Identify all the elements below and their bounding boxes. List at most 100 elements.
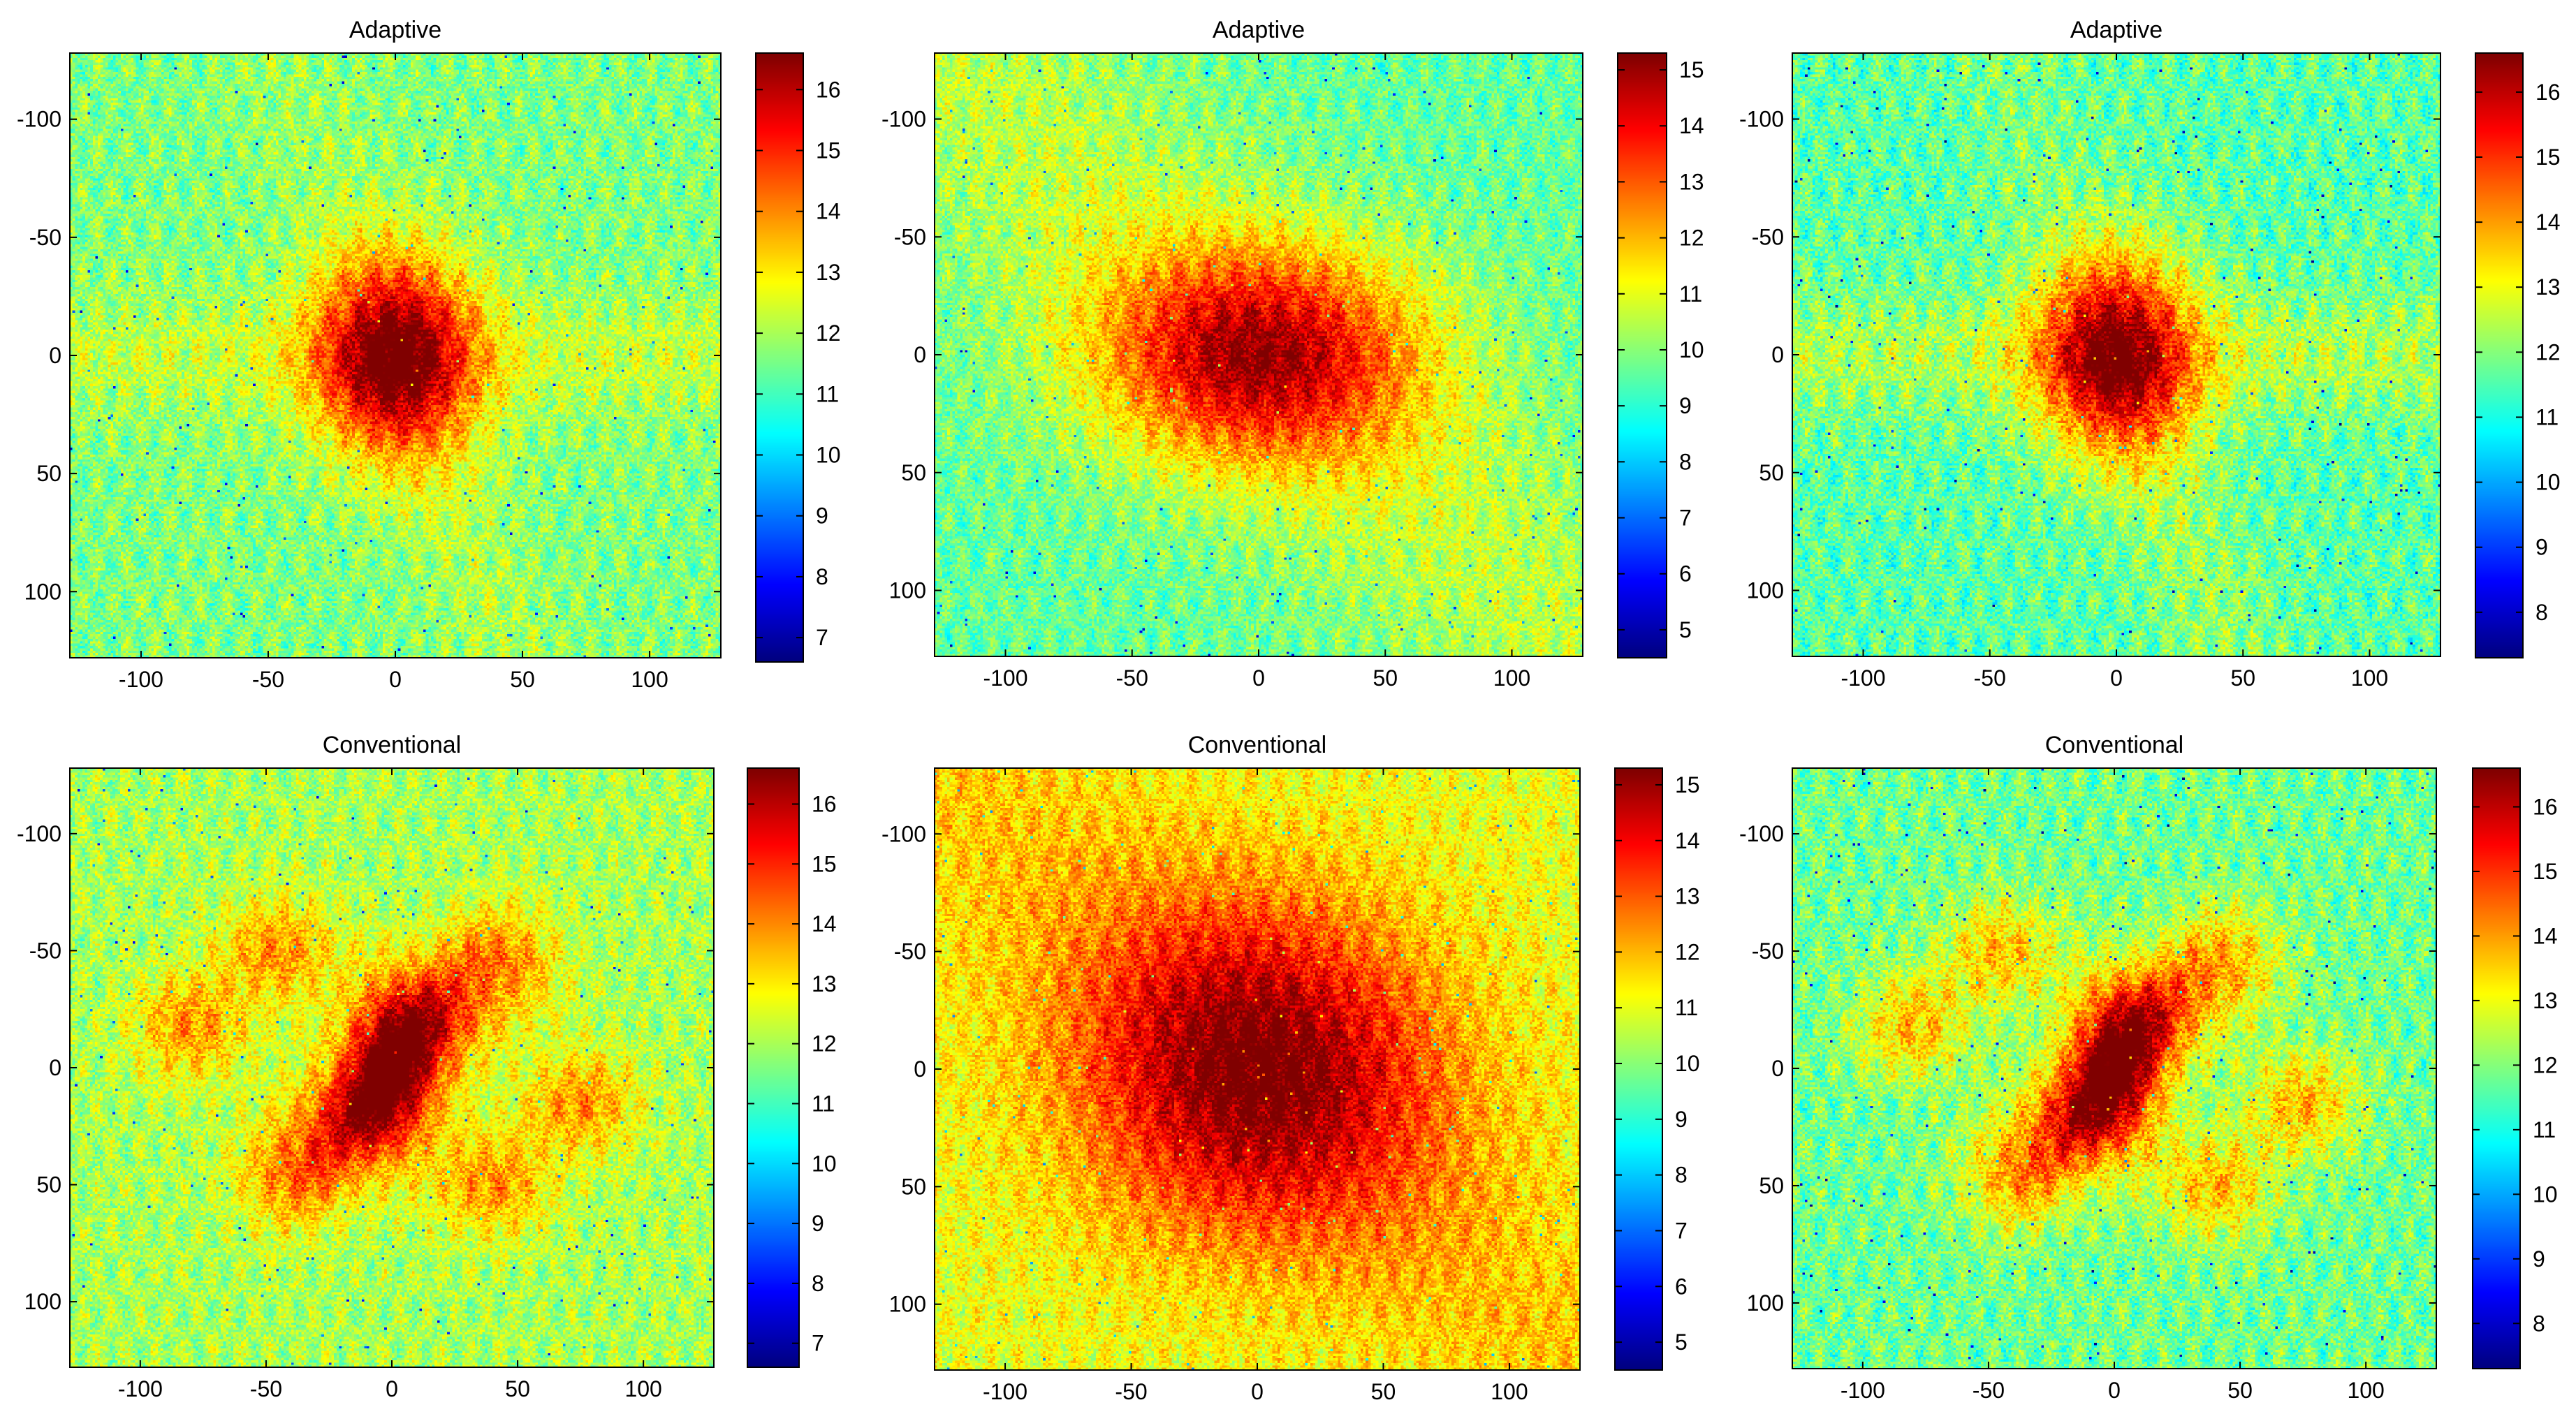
colorbar-tick-label: 13 bbox=[1679, 169, 1704, 194]
colorbar-tick-label: 8 bbox=[2535, 600, 2548, 625]
x-tick-label: -50 bbox=[1973, 1378, 2005, 1403]
heatmap-image bbox=[1792, 768, 2436, 1369]
colorbar-tick-label: 15 bbox=[816, 138, 841, 163]
colorbar-frame bbox=[1614, 767, 1663, 1371]
colorbar-tick-label: 15 bbox=[1675, 772, 1700, 797]
x-tick-label: -100 bbox=[1840, 1378, 1885, 1403]
colorbar bbox=[747, 768, 799, 1367]
y-tick-label: -100 bbox=[1739, 821, 1784, 846]
colorbar-tick-label: 11 bbox=[2535, 404, 2559, 429]
x-tick-label: -100 bbox=[983, 665, 1027, 691]
colorbar-tick-label: 13 bbox=[2533, 988, 2558, 1013]
colorbar-tick-label: 6 bbox=[1679, 561, 1692, 587]
colorbar bbox=[2473, 768, 2520, 1369]
colorbar bbox=[2475, 53, 2523, 658]
panel-1: Adaptive -100 -50 0 50 100 -100 -50 0 50 100 7 8 9 10 1… bbox=[17, 17, 841, 692]
colorbar-tick-label: 10 bbox=[1679, 337, 1704, 362]
colorbar-frame bbox=[747, 767, 800, 1368]
colorbar-tick-label: 14 bbox=[816, 199, 841, 224]
colorbar-tick-label: 12 bbox=[816, 321, 841, 346]
x-tick-label: 50 bbox=[1371, 1379, 1396, 1404]
x-tick-label: 100 bbox=[624, 1376, 661, 1401]
x-tick-label: 0 bbox=[2110, 665, 2123, 691]
colorbar-tick-label: 7 bbox=[1675, 1218, 1688, 1243]
x-tick-label: -100 bbox=[118, 1376, 163, 1401]
colorbar-tick-label: 8 bbox=[2533, 1311, 2545, 1336]
panel-title: Conventional bbox=[2045, 732, 2183, 758]
colorbar-tick-label: 15 bbox=[812, 851, 837, 876]
y-tick-label: -100 bbox=[17, 821, 61, 846]
colorbar-tick-label: 14 bbox=[1675, 828, 1700, 853]
colorbar-tick-label: 9 bbox=[1675, 1107, 1688, 1132]
x-tick-label: -100 bbox=[983, 1379, 1027, 1404]
x-tick-label: -100 bbox=[119, 667, 163, 692]
panel-title: Conventional bbox=[323, 732, 461, 758]
x-tick-label: 50 bbox=[505, 1376, 530, 1401]
colorbar-tick-label: 5 bbox=[1675, 1330, 1688, 1355]
panel-6: Conventional -100 -50 0 50 100 -100 -50 0 50 100 8 9… bbox=[1739, 732, 2558, 1403]
colorbar-tick-label: 12 bbox=[2535, 339, 2561, 365]
colorbar-frame bbox=[755, 52, 804, 663]
colorbar-tick-label: 5 bbox=[1679, 617, 1692, 642]
colorbar-tick-label: 10 bbox=[816, 443, 841, 468]
y-tick-label: 50 bbox=[901, 460, 926, 485]
colorbar bbox=[1618, 53, 1667, 658]
panel-3: Adaptive -100 -50 0 50 100 -100 -50 0 50 100 8 9 10 11… bbox=[1739, 17, 2561, 691]
y-tick-label: 100 bbox=[1747, 578, 1784, 603]
panel-title: Conventional bbox=[1188, 732, 1326, 758]
colorbar-tick-label: 13 bbox=[1675, 884, 1700, 909]
colorbar-tick-label: 10 bbox=[1675, 1051, 1700, 1076]
y-tick-label: -100 bbox=[1739, 107, 1784, 132]
y-tick-label: 100 bbox=[1747, 1290, 1784, 1316]
x-tick-label: 50 bbox=[2230, 665, 2255, 691]
heatmap-image bbox=[935, 768, 1580, 1370]
colorbar-tick-label: 9 bbox=[812, 1211, 824, 1236]
y-tick-label: -50 bbox=[1752, 938, 1784, 964]
colorbar-tick-label: 11 bbox=[2533, 1117, 2556, 1142]
panel-2: Adaptive -100 -50 0 50 100 -100 -50 0 50 100 5 6 7 8 9 1… bbox=[881, 17, 1704, 691]
colorbar-tick-label: 11 bbox=[1679, 281, 1702, 307]
heatmap-image bbox=[1792, 53, 2440, 656]
x-tick-label: 50 bbox=[2227, 1378, 2253, 1403]
x-tick-label: -50 bbox=[252, 667, 284, 692]
heatmap-image bbox=[70, 768, 714, 1367]
y-tick-label: -100 bbox=[17, 107, 61, 132]
colorbar-tick-label: 16 bbox=[2535, 80, 2561, 105]
colorbar-tick-label: 7 bbox=[812, 1331, 824, 1356]
x-tick-label: 50 bbox=[1373, 665, 1398, 691]
colorbar-tick-label: 14 bbox=[2533, 923, 2558, 948]
colorbar-tick-label: 9 bbox=[2535, 535, 2548, 560]
colorbar-tick-label: 9 bbox=[2533, 1246, 2545, 1272]
y-tick-label: 50 bbox=[1759, 460, 1784, 485]
colorbar-tick-label: 8 bbox=[1675, 1163, 1688, 1188]
colorbar-tick-label: 7 bbox=[1679, 506, 1692, 531]
colorbar-tick-label: 12 bbox=[1679, 226, 1704, 251]
x-tick-label: 100 bbox=[2351, 665, 2388, 691]
panels: Adaptive-100 -50 0 50 100-100-50050100789101… bbox=[17, 17, 2561, 1404]
colorbar-tick-label: 15 bbox=[1679, 57, 1704, 82]
colorbar-tick-label: 8 bbox=[1679, 449, 1692, 474]
x-tick-label: 0 bbox=[389, 667, 402, 692]
x-tick-label: 100 bbox=[631, 667, 668, 692]
x-tick-label: -50 bbox=[1116, 665, 1148, 691]
colorbar-tick-label: 15 bbox=[2535, 145, 2561, 170]
x-tick-label: 0 bbox=[386, 1376, 398, 1401]
colorbar bbox=[756, 53, 803, 662]
colorbar-tick-label: 13 bbox=[816, 260, 841, 285]
colorbar bbox=[1615, 768, 1662, 1370]
y-tick-label: 50 bbox=[36, 1172, 61, 1198]
y-tick-label: 100 bbox=[24, 579, 61, 604]
y-tick-label: 100 bbox=[24, 1289, 61, 1314]
y-tick-label: -100 bbox=[881, 821, 926, 846]
x-tick-label: 100 bbox=[1493, 665, 1530, 691]
y-tick-label: 50 bbox=[1759, 1173, 1784, 1198]
x-tick-label: 0 bbox=[1251, 1379, 1264, 1404]
colorbar-tick-label: 12 bbox=[812, 1031, 837, 1056]
panel-title: Adaptive bbox=[349, 17, 441, 43]
y-tick-label: 0 bbox=[49, 343, 61, 368]
colorbar-tick-label: 8 bbox=[816, 564, 828, 589]
y-tick-label: -50 bbox=[29, 938, 61, 963]
x-tick-label: -50 bbox=[1974, 665, 2006, 691]
colorbar-tick-label: 11 bbox=[812, 1091, 835, 1116]
